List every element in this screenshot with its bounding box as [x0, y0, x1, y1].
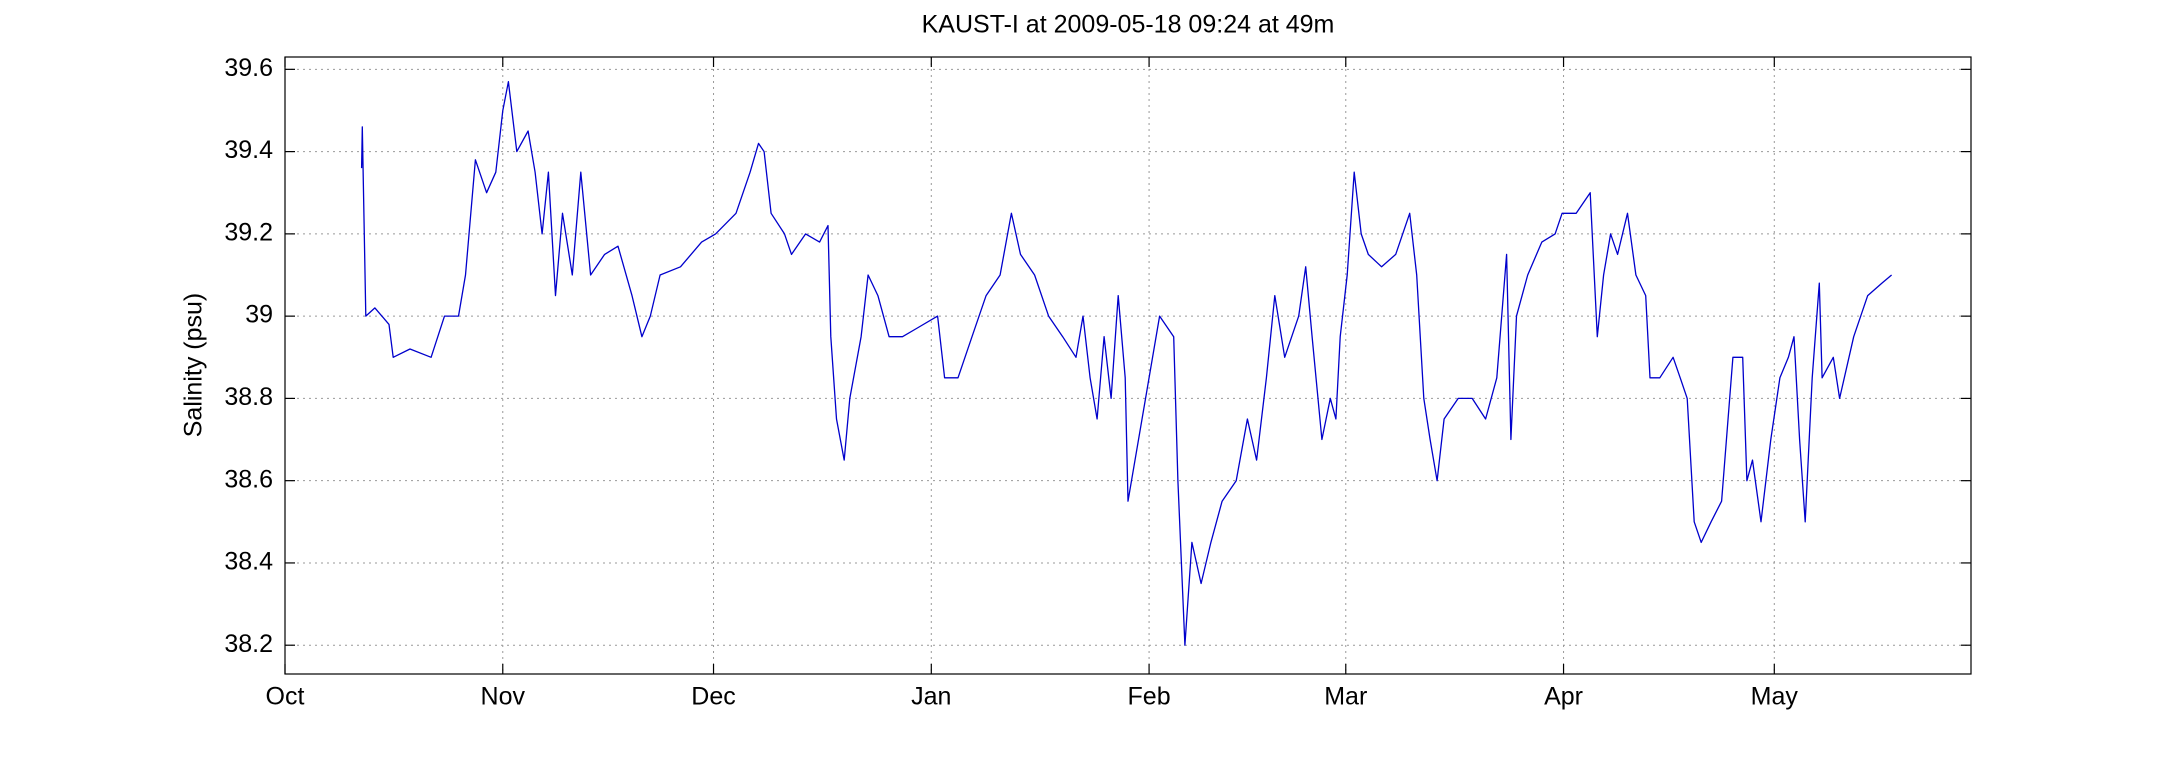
- y-tick-label: 38.2: [224, 630, 273, 658]
- x-tick-label: May: [1751, 683, 1799, 711]
- y-tick-label: 38.8: [224, 383, 273, 411]
- plot-frame: [284, 56, 1972, 675]
- y-tick-label: 38.4: [224, 548, 273, 576]
- y-tick-label: 39.6: [224, 54, 273, 82]
- x-tick-label: Oct: [266, 683, 305, 711]
- salinity-line: [360, 81, 1893, 646]
- y-tick-label: 39: [245, 301, 273, 329]
- y-tick-label: 38.6: [224, 465, 273, 493]
- x-tick-label: Jan: [911, 683, 951, 711]
- y-axis-label: Salinity (psu): [180, 293, 208, 438]
- x-tick-label: Mar: [1324, 683, 1367, 711]
- x-tick-label: Nov: [481, 683, 526, 711]
- x-tick-label: Feb: [1128, 683, 1171, 711]
- y-tick-label: 39.2: [224, 218, 273, 246]
- x-tick-label: Dec: [691, 683, 735, 711]
- chart-title: KAUST-I at 2009-05-18 09:24 at 49m: [922, 11, 1335, 39]
- x-tick-label: Apr: [1544, 683, 1583, 711]
- y-tick-label: 39.4: [224, 136, 273, 164]
